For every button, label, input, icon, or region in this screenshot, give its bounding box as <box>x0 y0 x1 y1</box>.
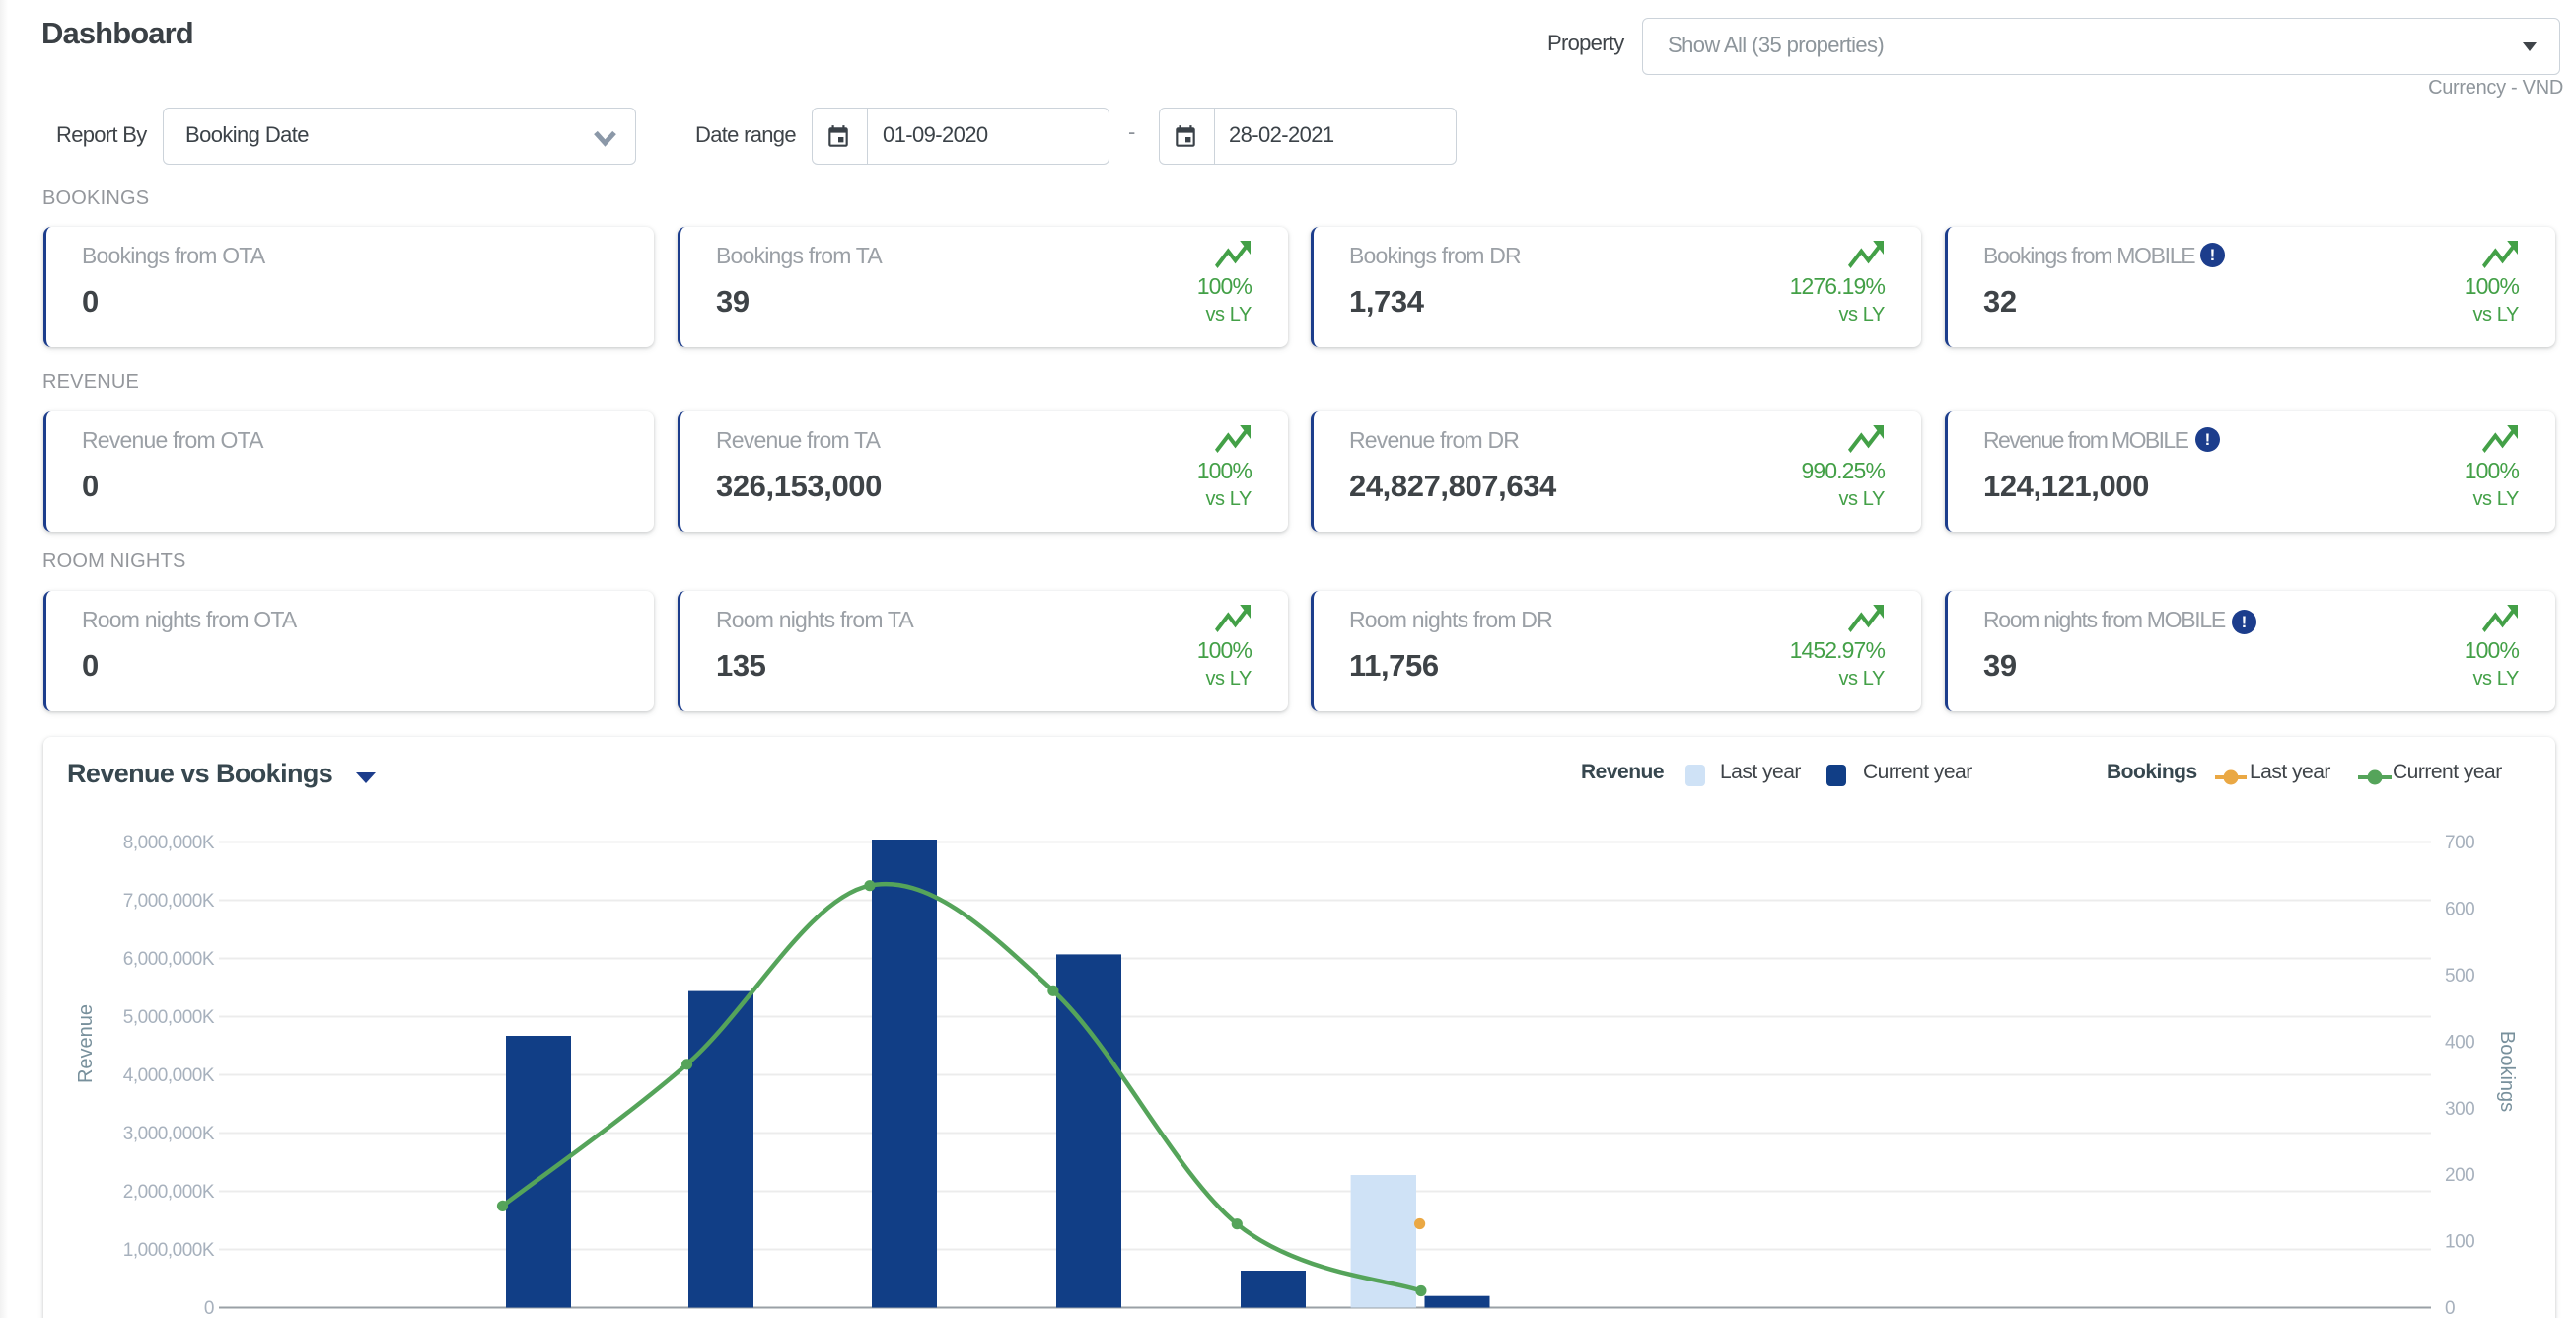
svg-text:4,000,000K: 4,000,000K <box>123 1065 215 1086</box>
svg-text:1,000,000K: 1,000,000K <box>123 1240 215 1261</box>
svg-text:Revenue: Revenue <box>75 1004 97 1083</box>
svg-text:Bookings: Bookings <box>2496 1031 2518 1112</box>
svg-text:400: 400 <box>2445 1032 2474 1053</box>
svg-text:8,000,000K: 8,000,000K <box>123 833 215 853</box>
svg-text:0: 0 <box>2445 1298 2455 1318</box>
svg-text:6,000,000K: 6,000,000K <box>123 949 215 970</box>
svg-text:300: 300 <box>2445 1099 2474 1120</box>
svg-text:3,000,000K: 3,000,000K <box>123 1124 215 1144</box>
svg-text:500: 500 <box>2445 966 2474 987</box>
svg-text:100: 100 <box>2445 1232 2474 1253</box>
svg-text:600: 600 <box>2445 900 2474 920</box>
svg-text:2,000,000K: 2,000,000K <box>123 1182 215 1203</box>
svg-text:200: 200 <box>2445 1165 2474 1186</box>
svg-text:5,000,000K: 5,000,000K <box>123 1007 215 1028</box>
svg-text:0: 0 <box>204 1298 214 1318</box>
svg-text:7,000,000K: 7,000,000K <box>123 891 215 912</box>
svg-text:700: 700 <box>2445 833 2474 853</box>
